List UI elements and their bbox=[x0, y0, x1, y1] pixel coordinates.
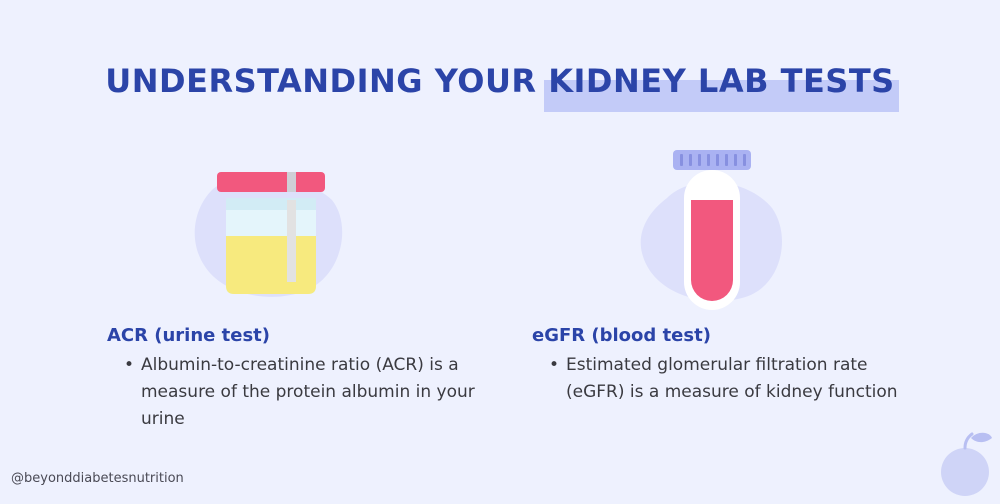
egfr-bullet-list: Estimated glomerular filtration rate (eG… bbox=[532, 352, 922, 406]
footer-handle: @beyonddiabetesnutrition bbox=[11, 471, 184, 486]
egfr-heading: eGFR (blood test) bbox=[532, 325, 711, 346]
acr-bullet-list: Albumin-to-creatinine ratio (ACR) is a m… bbox=[107, 352, 497, 433]
urine-cup-icon bbox=[194, 172, 343, 297]
test-tube-illustration bbox=[637, 148, 787, 318]
page-title: UNDERSTANDING YOUR KIDNEY LAB TESTS bbox=[105, 62, 899, 112]
test-tube-icon bbox=[640, 150, 782, 310]
egfr-bullet: Estimated glomerular filtration rate (eG… bbox=[549, 352, 922, 406]
fruit-logo-icon bbox=[941, 432, 992, 496]
acr-section: ACR (urine test) Albumin-to-creatinine r… bbox=[107, 325, 497, 433]
title-highlight-text: KIDNEY LAB TESTS bbox=[548, 62, 895, 100]
egfr-section: eGFR (blood test) Estimated glomerular f… bbox=[532, 325, 922, 406]
acr-heading: ACR (urine test) bbox=[107, 325, 271, 346]
brand-logo bbox=[938, 428, 998, 504]
title-section: UNDERSTANDING YOUR KIDNEY LAB TESTS bbox=[0, 62, 1000, 112]
acr-bullet: Albumin-to-creatinine ratio (ACR) is a m… bbox=[124, 352, 497, 433]
title-highlight: KIDNEY LAB TESTS bbox=[544, 62, 899, 112]
urine-cup-illustration bbox=[192, 170, 352, 304]
title-prefix: UNDERSTANDING YOUR bbox=[105, 62, 549, 100]
